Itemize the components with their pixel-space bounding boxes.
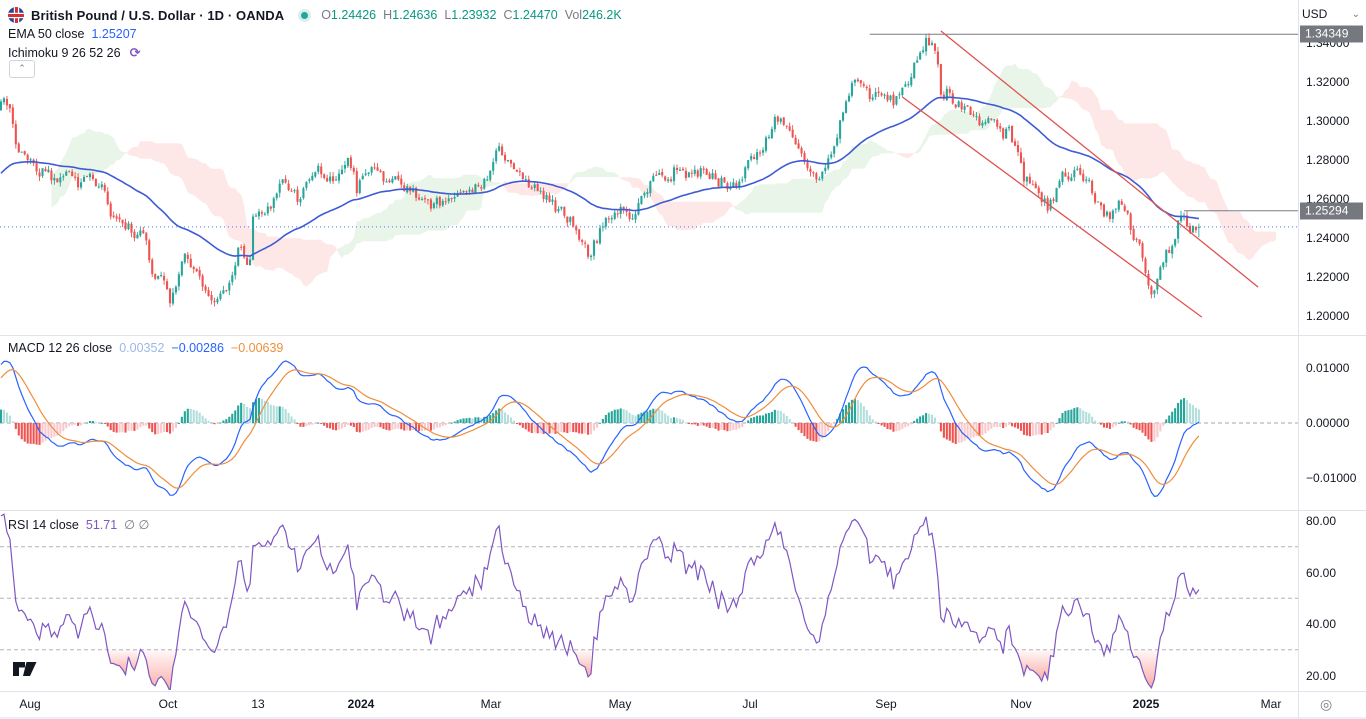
rsi-legend[interactable]: RSI 14 close 51.71 ∅ ∅ (8, 517, 150, 533)
time-tick: Nov (1010, 697, 1032, 711)
time-tick: 13 (251, 697, 265, 711)
macd-signal-value: −0.00639 (230, 341, 284, 355)
price-tick: 1.24000 (1306, 231, 1350, 245)
vol-label: Vol (564, 8, 583, 22)
rsi-tick: 40.00 (1306, 617, 1337, 631)
vol-value: 246.2K (582, 8, 622, 22)
high-value: 1.24636 (392, 8, 438, 22)
ichimoku-label: Ichimoku 9 26 52 26 (8, 46, 121, 60)
rsi-value: 51.71 (85, 517, 118, 532)
rsi-tick: 60.00 (1306, 565, 1337, 580)
macd-value: −0.00286 (171, 341, 224, 355)
price-tick: 1.30000 (1306, 114, 1350, 128)
macd-tick: 0.00000 (1306, 416, 1350, 430)
macd-line (0, 360, 1200, 497)
pane-separator[interactable] (0, 510, 1366, 511)
macd-tick: −0.01000 (1306, 471, 1357, 485)
ichimoku-cloud (896, 150, 918, 158)
time-tick: Mar (480, 697, 502, 711)
time-tick: Mar (1260, 697, 1282, 711)
scale-target-button[interactable]: ◎ (1320, 696, 1333, 712)
open-value: 1.24426 (330, 8, 377, 22)
rsi-line (0, 513, 1200, 690)
time-tick: 2024 (347, 697, 375, 711)
close-label: C (503, 8, 513, 22)
high-label: H (383, 8, 393, 22)
collapse-legend-button[interactable]: ⌃ (9, 60, 35, 78)
macd-legend[interactable]: MACD 12 26 close 0.00352 −0.00286 −0.006… (8, 341, 283, 355)
chevron-down-icon: ⌄ (1351, 8, 1360, 20)
time-tick: Sep (875, 697, 897, 711)
time-tick: Aug (19, 697, 41, 711)
trend-channel-line (940, 30, 1259, 288)
rsi-hidden-values: ∅ ∅ (124, 518, 150, 532)
ichimoku-cloud (917, 63, 1060, 154)
macd-tick: 0.01000 (1306, 361, 1350, 375)
close-value: 1.24470 (512, 8, 558, 22)
macd-signal-line (0, 368, 1200, 489)
rsi-pane (0, 513, 1298, 690)
ichimoku-loading-icon: ⟳ (129, 45, 141, 60)
rsi-oversold-fill (1018, 649, 1054, 682)
price-tick: 1.28000 (1306, 153, 1350, 167)
rsi-label: RSI 14 close (8, 517, 79, 532)
macd-hist-value: 0.00352 (119, 341, 165, 355)
low-label: L (444, 8, 452, 22)
rsi-tick: 80.00 (1306, 514, 1337, 528)
macd-pane (0, 360, 1298, 497)
ichimoku-cloud (128, 141, 339, 287)
time-tick: Jul (742, 697, 758, 711)
price-badge: 1.34349 (1300, 25, 1363, 43)
price-axis-separator (1298, 0, 1299, 719)
pane-separator[interactable] (0, 335, 1366, 336)
currency-dropdown[interactable]: USD ⌄ (1302, 5, 1360, 23)
rsi-oversold-fill (107, 649, 138, 675)
price-pane (0, 30, 1298, 318)
ema-value: 1.25207 (91, 27, 137, 41)
price-tick: 1.32000 (1306, 75, 1350, 89)
ichimoku-cloud (339, 174, 503, 258)
open-label: O (321, 8, 331, 22)
ema-label: EMA 50 close (8, 27, 85, 41)
ichimoku-cloud (1059, 80, 1276, 260)
price-tick: 1.20000 (1306, 309, 1350, 323)
bottom-strip (0, 717, 1366, 719)
ichimoku-cloud (570, 166, 621, 184)
candles-layer (0, 33, 1200, 308)
time-axis-separator (0, 691, 1366, 692)
ichimoku-cloud (51, 128, 129, 208)
time-tick: Oct (158, 697, 178, 711)
symbol-legend: British Pound / U.S. Dollar · 1D · OANDA… (8, 7, 622, 23)
time-tick: 2025 (1132, 697, 1160, 711)
price-badge: 1.25294 (1300, 202, 1363, 220)
market-open-dot-icon[interactable] (301, 11, 309, 19)
time-tick: May (608, 697, 632, 711)
currency-label: USD (1302, 7, 1328, 21)
ema50-line (0, 96, 1200, 257)
rsi-tick: 20.00 (1306, 668, 1337, 683)
ichimoku-legend[interactable]: Ichimoku 9 26 52 26 ⟳ (8, 45, 140, 61)
low-value: 1.23932 (451, 8, 497, 22)
ema-legend[interactable]: EMA 50 close 1.25207 (8, 27, 137, 41)
macd-label: MACD 12 26 close (8, 341, 113, 355)
symbol-title[interactable]: British Pound / U.S. Dollar · 1D · OANDA (31, 7, 285, 23)
tradingview-logo[interactable] (12, 659, 38, 679)
price-tick: 1.22000 (1306, 270, 1350, 284)
gbpusd-flag-icon (8, 7, 24, 23)
trend-channel-line (901, 96, 1203, 318)
ichimoku-cloud (736, 140, 897, 215)
